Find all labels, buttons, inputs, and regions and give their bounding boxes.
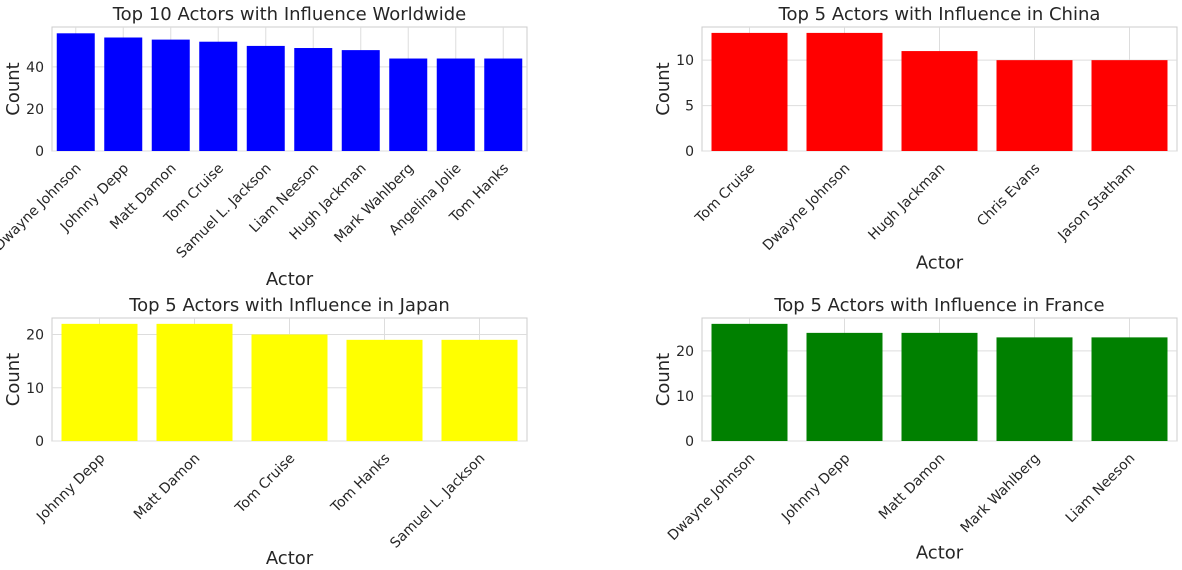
bar-angelina-jolie	[436, 58, 475, 152]
y-axis-label: Count	[3, 62, 24, 115]
x-tick-label: Mark Wahlberg	[958, 451, 1044, 537]
x-tick-label: Matt Damon	[131, 451, 204, 524]
bar-hugh-jackman	[341, 50, 380, 151]
x-tick-label: Chris Evans	[974, 161, 1043, 230]
bar-hugh-jackman	[901, 51, 978, 152]
x-tick-label: Matt Damon	[876, 451, 949, 524]
x-tick-label: Tom Hanks	[327, 451, 393, 517]
chart-title: Top 10 Actors with Influence Worldwide	[112, 4, 467, 25]
x-axis-label: Actor	[916, 543, 964, 564]
chart-title: Top 5 Actors with Influence in Japan	[128, 295, 450, 316]
bar-samuel-l-jackson	[246, 45, 285, 151]
bar-chris-evans	[996, 60, 1073, 151]
x-tick-label: Samuel L. Jackson	[387, 451, 488, 552]
bar-tom-hanks	[484, 58, 523, 152]
y-tick-label: 10	[676, 53, 694, 69]
bar-matt-damon	[901, 332, 978, 441]
x-axis-label: Actor	[266, 548, 314, 569]
bar-johnny-depp	[104, 37, 143, 151]
chart-panel-4: 0 10 20 Dwayne Johnson Johnny Depp Matt Damon…	[653, 295, 1178, 564]
bar-dwayne-johnson	[806, 32, 883, 151]
x-tick-label: Jason Statham	[1055, 161, 1139, 245]
y-tick-label: 20	[26, 102, 44, 118]
bar-samuel-l-jackson	[441, 339, 518, 441]
bar-tom-hanks	[346, 339, 423, 441]
bar-matt-damon	[151, 39, 190, 151]
x-tick-label: Liam Neeson	[1063, 451, 1139, 527]
bar-tom-cruise	[199, 41, 238, 151]
y-tick-label: 0	[35, 434, 44, 450]
x-tick-label: Johnny Depp	[33, 450, 108, 525]
bar-tom-cruise	[711, 32, 788, 151]
y-tick-label: 5	[685, 99, 694, 115]
bar-mark-wahlberg	[389, 58, 428, 152]
x-axis-label: Actor	[266, 269, 314, 290]
x-tick-label: Tom Cruise	[232, 451, 298, 517]
x-tick-label: Dwayne Johnson	[760, 161, 853, 254]
bar-dwayne-johnson	[711, 323, 788, 441]
x-tick-label: Dwayne Johnson	[665, 451, 758, 544]
bar-mark-wahlberg	[996, 337, 1073, 441]
chart-panel-2: 0 5 10 Tom Cruise Dwayne Johnson Hugh Jackman…	[653, 4, 1178, 274]
x-tick-label: Tom Cruise	[692, 161, 758, 227]
chart-panel-3: 0 10 20 Johnny Depp Matt Damon Tom Cruise Tom …	[3, 295, 528, 569]
bar-johnny-depp	[61, 323, 138, 441]
y-tick-label: 0	[685, 434, 694, 450]
y-axis-label: Count	[653, 353, 674, 406]
chart-title: Top 5 Actors with Influence in France	[773, 295, 1104, 316]
x-tick-label: Hugh Jackman	[865, 161, 948, 244]
y-tick-label: 0	[685, 144, 694, 160]
bar-tom-cruise	[251, 334, 328, 441]
x-tick-label: Dwayne Johnson	[0, 161, 85, 254]
bar-jason-statham	[1091, 60, 1168, 151]
bar-johnny-depp	[806, 332, 883, 441]
y-tick-label: 20	[26, 328, 44, 344]
bar-dwayne-johnson	[56, 33, 95, 151]
bar-matt-damon	[156, 323, 233, 441]
bar-liam-neeson	[1091, 337, 1168, 441]
y-tick-label: 10	[676, 389, 694, 405]
y-tick-label: 10	[26, 381, 44, 397]
y-tick-label: 0	[35, 144, 44, 160]
x-tick-label: Johnny Depp	[778, 450, 853, 525]
y-axis-label: Count	[3, 353, 24, 406]
chart-title: Top 5 Actors with Influence in China	[778, 4, 1101, 25]
x-axis-label: Actor	[916, 253, 964, 274]
y-axis-label: Count	[653, 62, 674, 115]
bar-liam-neeson	[294, 48, 333, 151]
y-tick-label: 40	[26, 60, 44, 76]
y-tick-label: 20	[676, 344, 694, 360]
